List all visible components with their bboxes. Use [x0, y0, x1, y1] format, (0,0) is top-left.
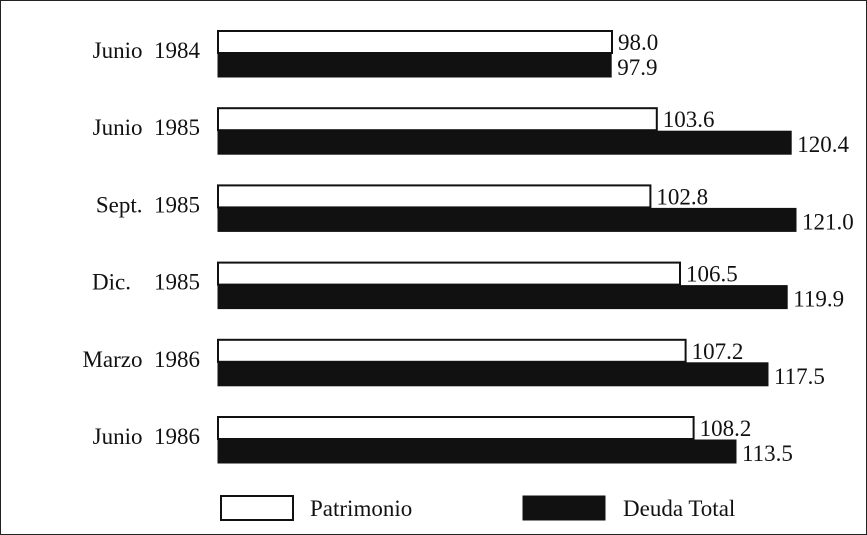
value-label-deuda-total: 119.9: [793, 287, 844, 312]
value-label-patrimonio: 108.2: [700, 416, 752, 441]
category-label: Sept. 1985: [96, 192, 200, 217]
plot-area: Junio 1984 98.097.9 Junio 1985 103.6 120.4 Se…: [82, 30, 854, 466]
value-label-deuda-total: 121.0: [802, 209, 854, 234]
value-label-patrimonio: 102.8: [656, 184, 708, 209]
bar-deuda-total: [217, 130, 792, 155]
value-label-patrimonio: 103.6: [663, 107, 715, 132]
bar-deuda-total: [217, 439, 737, 464]
bar-patrimonio: [217, 30, 613, 54]
category-label: Junio 1985: [93, 115, 200, 140]
bar-deuda-total: [217, 53, 612, 78]
category-label: Marzo 1986: [82, 347, 200, 372]
category-label: Dic. 1985: [92, 270, 200, 295]
bar-patrimonio: [217, 261, 681, 286]
value-label-patrimonio: 107.2: [692, 339, 744, 364]
legend-label-patrimonio: Patrimonio: [310, 496, 412, 521]
bar-deuda-total: [217, 285, 788, 310]
value-label-deuda-total: 113.5: [742, 441, 793, 466]
value-label-patrimonio: 98.0: [618, 30, 658, 55]
bar-deuda-total: [217, 207, 797, 232]
bar-patrimonio: [217, 338, 687, 363]
bar-patrimonio: [217, 184, 652, 209]
value-label-deuda-total: 97.9: [617, 55, 657, 80]
category-label: Junio 1986: [93, 424, 200, 449]
bar-patrimonio: [217, 416, 695, 440]
legend-swatch-patrimonio: [220, 495, 294, 521]
legend-label-deuda-total: Deuda Total: [623, 496, 735, 521]
value-label-deuda-total: 117.5: [774, 364, 825, 389]
legend: Patrimonio Deuda Total: [220, 495, 735, 521]
category-label: Junio 1984: [93, 38, 201, 63]
value-label-patrimonio: 106.5: [686, 262, 738, 287]
bar-deuda-total: [217, 362, 769, 387]
value-label-deuda-total: 120.4: [797, 132, 849, 157]
bar-patrimonio: [217, 107, 658, 132]
legend-swatch-deuda-total: [522, 495, 606, 521]
